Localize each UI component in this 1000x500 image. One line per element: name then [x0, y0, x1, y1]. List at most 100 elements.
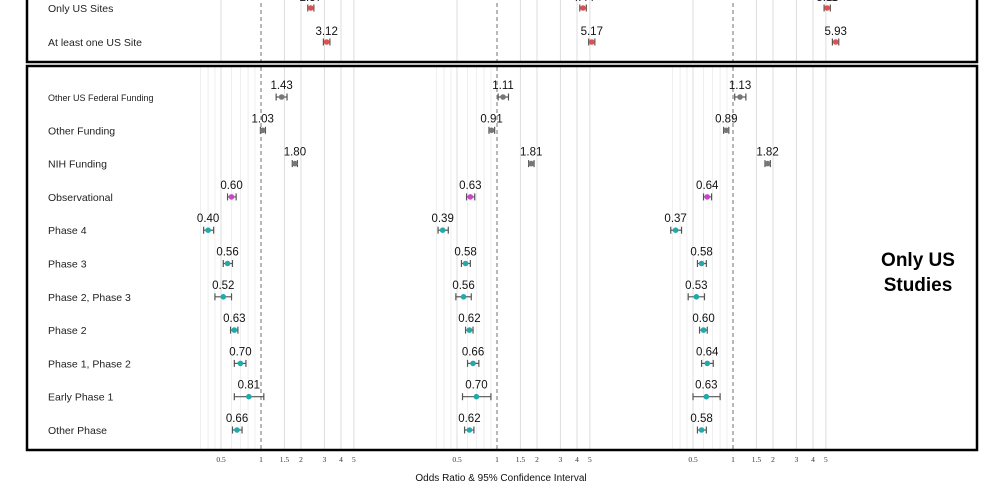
x-tick-label: 4 [811, 455, 815, 464]
value-label: 2.37 [300, 0, 322, 4]
point-estimate [220, 294, 227, 300]
value-label: 0.56 [216, 247, 238, 259]
value-label: 0.70 [465, 380, 487, 392]
value-label: 0.63 [459, 180, 481, 192]
row-label: Phase 2, Phase 3 [48, 292, 131, 304]
point-estimate [693, 294, 700, 300]
x-tick-label: 1 [259, 455, 263, 464]
row-label: Phase 4 [48, 225, 87, 237]
value-label: 1.80 [284, 147, 306, 159]
value-label: 0.37 [664, 213, 686, 225]
point-estimate [231, 327, 238, 333]
value-label: 0.56 [452, 280, 474, 292]
value-label: 0.66 [462, 346, 484, 358]
row-label: Other US Federal Funding [48, 93, 154, 103]
value-label: 5.11 [816, 0, 838, 4]
point-estimate [473, 393, 480, 400]
point-estimate [737, 94, 743, 100]
row-label: NIH Funding [48, 159, 107, 171]
x-axis-label: Odds Ratio & 95% Confidence Interval [415, 473, 586, 484]
x-tick-label: 1.5 [280, 455, 290, 464]
value-label: 1.13 [729, 80, 751, 92]
point-estimate [234, 427, 240, 433]
point-estimate [470, 360, 476, 367]
value-label: 4.44 [572, 0, 595, 4]
x-tick-label: 1 [495, 455, 499, 464]
x-tick-label: 1.5 [516, 455, 526, 464]
row-label: Observational [48, 192, 113, 204]
value-label: 0.81 [238, 380, 260, 392]
point-estimate [500, 94, 506, 100]
point-estimate [237, 360, 244, 367]
value-label: 0.52 [212, 280, 234, 292]
x-tick-label: 0.5 [688, 455, 698, 464]
chart-marks: 2.37 4.44 5.11 3.12 5.17 5.93 1.43 1.11 1.13 1.03… [197, 0, 847, 434]
point-estimate [259, 127, 266, 134]
value-label: 0.58 [690, 413, 712, 425]
row-label: Phase 3 [48, 259, 87, 271]
row-label: Phase 1, Phase 2 [48, 358, 131, 370]
value-label: 0.63 [223, 313, 245, 325]
row-label: Phase 2 [48, 325, 87, 337]
value-label: 0.63 [695, 380, 717, 392]
value-label: 0.66 [226, 413, 248, 425]
value-label: 0.89 [715, 113, 737, 125]
x-tick-label: 0.5 [216, 455, 226, 464]
x-tick-label: 3 [795, 455, 799, 464]
value-label: 3.12 [315, 26, 337, 38]
grid-lines [199, 0, 827, 449]
value-label: 0.62 [458, 413, 480, 425]
point-estimate [224, 260, 231, 267]
x-tick-labels: 0.5 1 1.5 2 3 4 5 0.5 1 1.5 2 3 4 5 0.5 1 1.5 2 3 4 5 [216, 455, 828, 464]
point-estimate [460, 294, 467, 300]
point-estimate [323, 39, 330, 45]
x-tick-label: 2 [771, 455, 775, 464]
x-tick-label: 5 [588, 455, 592, 464]
top-panel-border [25, 0, 979, 64]
x-tick-label: 5 [824, 455, 828, 464]
point-estimate [467, 194, 474, 200]
value-label: 0.39 [431, 213, 453, 225]
x-tick-label: 5 [352, 455, 356, 464]
point-estimate [462, 260, 469, 267]
x-tick-label: 0.5 [452, 455, 462, 464]
point-estimate [292, 160, 298, 167]
x-tick-label: 4 [575, 455, 579, 464]
value-label: 0.53 [685, 280, 707, 292]
value-label: 1.03 [252, 113, 274, 125]
value-label: 1.82 [756, 147, 778, 159]
point-estimate [764, 160, 771, 167]
value-label: 1.11 [492, 80, 514, 92]
x-tick-label: 4 [339, 455, 343, 464]
row-label: Other Funding [48, 125, 115, 137]
value-label: 0.58 [690, 247, 712, 259]
x-tick-label: 2 [299, 455, 303, 464]
row-label: Early Phase 1 [48, 392, 114, 404]
point-estimate [703, 393, 710, 400]
point-estimate [488, 127, 495, 134]
point-estimate [824, 5, 830, 11]
value-label: 1.43 [270, 80, 292, 92]
x-tick-label: 1.5 [752, 455, 762, 464]
point-estimate [466, 427, 473, 433]
point-estimate [832, 39, 839, 45]
value-label: 0.58 [454, 247, 476, 259]
point-estimate [228, 194, 235, 200]
point-estimate [439, 227, 446, 233]
panel-label-line-2: Studies [884, 275, 953, 296]
point-estimate [278, 94, 285, 100]
panel-label-line-1: Only US [881, 250, 955, 271]
point-estimate [704, 360, 711, 367]
point-estimate [704, 194, 711, 200]
point-estimate [528, 160, 535, 167]
value-label: 0.70 [229, 346, 251, 358]
x-tick-label: 3 [559, 455, 563, 464]
value-label: 5.17 [581, 26, 603, 38]
point-estimate [307, 5, 314, 11]
row-label: Only US Sites [48, 3, 113, 15]
point-estimate [723, 127, 730, 134]
value-label: 1.81 [520, 147, 542, 159]
row-label: Other Phase [48, 425, 107, 437]
point-estimate [580, 5, 586, 11]
point-estimate [466, 327, 473, 333]
